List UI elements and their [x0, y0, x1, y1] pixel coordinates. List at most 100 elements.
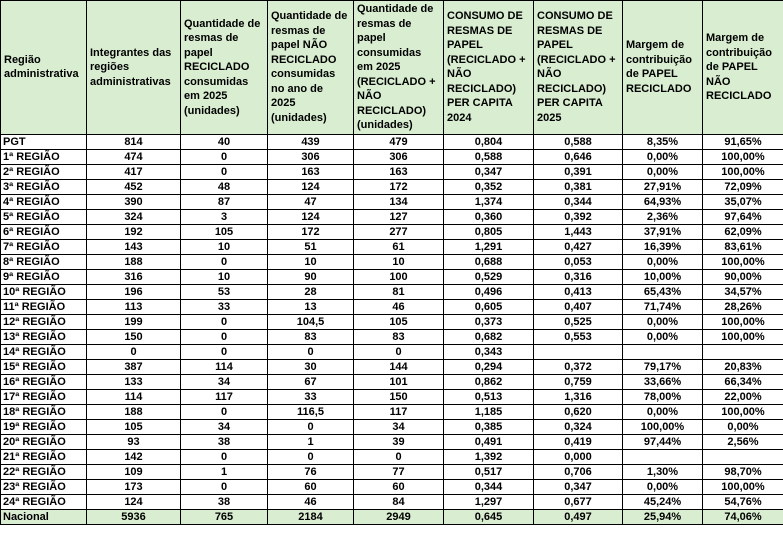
value-cell[interactable]: 0,00% [622, 313, 703, 330]
value-cell[interactable]: 105 [180, 223, 268, 240]
value-cell[interactable]: 0,645 [443, 508, 534, 525]
value-cell[interactable]: 0,324 [533, 418, 623, 435]
value-cell[interactable]: 814 [86, 133, 181, 150]
value-cell[interactable]: 0,391 [533, 163, 623, 180]
value-cell[interactable]: 3 [180, 208, 268, 225]
region-name-cell[interactable]: 2ª REGIÃO [0, 163, 87, 180]
value-cell[interactable]: 163 [267, 163, 354, 180]
value-cell[interactable]: 83,61% [702, 238, 783, 255]
value-cell[interactable]: 192 [86, 223, 181, 240]
value-cell[interactable]: 13 [267, 298, 354, 315]
value-cell[interactable]: 61 [353, 238, 444, 255]
value-cell[interactable]: 60 [353, 478, 444, 495]
value-cell[interactable]: 79,17% [622, 358, 703, 375]
value-cell[interactable]: 39 [353, 433, 444, 450]
value-cell[interactable]: 1 [267, 433, 354, 450]
value-cell[interactable]: 105 [86, 418, 181, 435]
value-cell[interactable]: 114 [86, 388, 181, 405]
value-cell[interactable]: 0,513 [443, 388, 534, 405]
value-cell[interactable]: 65,43% [622, 283, 703, 300]
value-cell[interactable]: 97,64% [702, 208, 783, 225]
value-cell[interactable]: 10,00% [622, 268, 703, 285]
value-cell[interactable]: 0,00% [702, 418, 783, 435]
region-name-cell[interactable]: 10ª REGIÃO [0, 283, 87, 300]
value-cell[interactable]: 37,91% [622, 223, 703, 240]
value-cell[interactable]: 0,352 [443, 178, 534, 195]
region-name-cell[interactable]: 5ª REGIÃO [0, 208, 87, 225]
value-cell[interactable]: 0 [353, 343, 444, 360]
value-cell[interactable]: 109 [86, 463, 181, 480]
value-cell[interactable]: 0,385 [443, 418, 534, 435]
column-header-cell[interactable]: Quantidade de resmas de papel NÃO RECICL… [267, 0, 354, 135]
value-cell[interactable]: 30 [267, 358, 354, 375]
value-cell[interactable]: 81 [353, 283, 444, 300]
value-cell[interactable]: 104,5 [267, 313, 354, 330]
column-header-cell[interactable]: Integrantes das regiões administrativas [86, 0, 181, 135]
value-cell[interactable]: 84 [353, 493, 444, 510]
value-cell[interactable]: 1,30% [622, 463, 703, 480]
value-cell[interactable]: 0,805 [443, 223, 534, 240]
value-cell[interactable]: 199 [86, 313, 181, 330]
region-name-cell[interactable]: Nacional [0, 508, 87, 525]
value-cell[interactable]: 0,373 [443, 313, 534, 330]
value-cell[interactable]: 0,392 [533, 208, 623, 225]
value-cell[interactable]: 71,74% [622, 298, 703, 315]
value-cell[interactable]: 40 [180, 133, 268, 150]
value-cell[interactable]: 306 [267, 148, 354, 165]
value-cell[interactable]: 127 [353, 208, 444, 225]
value-cell[interactable]: 0,372 [533, 358, 623, 375]
value-cell[interactable]: 0,381 [533, 178, 623, 195]
value-cell[interactable]: 66,34% [702, 373, 783, 390]
value-cell[interactable]: 1,392 [443, 448, 534, 465]
region-name-cell[interactable]: 22ª REGIÃO [0, 463, 87, 480]
value-cell[interactable]: 100,00% [622, 418, 703, 435]
value-cell[interactable]: 0 [180, 313, 268, 330]
value-cell[interactable]: 1,185 [443, 403, 534, 420]
value-cell[interactable]: 2949 [353, 508, 444, 525]
value-cell[interactable]: 1,374 [443, 193, 534, 210]
value-cell[interactable]: 100,00% [702, 163, 783, 180]
value-cell[interactable] [702, 343, 783, 360]
value-cell[interactable]: 0,517 [443, 463, 534, 480]
value-cell[interactable]: 0 [267, 343, 354, 360]
value-cell[interactable]: 0,407 [533, 298, 623, 315]
value-cell[interactable]: 1,291 [443, 238, 534, 255]
value-cell[interactable]: 10 [267, 253, 354, 270]
value-cell[interactable]: 0,00% [622, 163, 703, 180]
value-cell[interactable]: 417 [86, 163, 181, 180]
value-cell[interactable]: 124 [267, 178, 354, 195]
value-cell[interactable]: 0,529 [443, 268, 534, 285]
value-cell[interactable]: 2,36% [622, 208, 703, 225]
region-name-cell[interactable]: 20ª REGIÃO [0, 433, 87, 450]
value-cell[interactable]: 1 [180, 463, 268, 480]
value-cell[interactable]: 117 [353, 403, 444, 420]
value-cell[interactable]: 188 [86, 403, 181, 420]
value-cell[interactable]: 25,94% [622, 508, 703, 525]
value-cell[interactable]: 33 [267, 388, 354, 405]
value-cell[interactable]: 51 [267, 238, 354, 255]
value-cell[interactable]: 93 [86, 433, 181, 450]
region-name-cell[interactable]: 13ª REGIÃO [0, 328, 87, 345]
value-cell[interactable]: 0,491 [443, 433, 534, 450]
value-cell[interactable]: 1,443 [533, 223, 623, 240]
value-cell[interactable]: 0,682 [443, 328, 534, 345]
value-cell[interactable]: 133 [86, 373, 181, 390]
column-header-cell[interactable]: CONSUMO DE RESMAS DE PAPEL (RECICLADO + … [443, 0, 534, 135]
value-cell[interactable]: 0 [86, 343, 181, 360]
region-name-cell[interactable]: 9ª REGIÃO [0, 268, 87, 285]
value-cell[interactable]: 124 [86, 493, 181, 510]
value-cell[interactable]: 196 [86, 283, 181, 300]
value-cell[interactable]: 0,759 [533, 373, 623, 390]
value-cell[interactable]: 134 [353, 193, 444, 210]
value-cell[interactable]: 387 [86, 358, 181, 375]
value-cell[interactable] [533, 343, 623, 360]
value-cell[interactable]: 72,09% [702, 178, 783, 195]
value-cell[interactable]: 48 [180, 178, 268, 195]
value-cell[interactable]: 34 [180, 373, 268, 390]
value-cell[interactable]: 28,26% [702, 298, 783, 315]
value-cell[interactable]: 474 [86, 148, 181, 165]
value-cell[interactable]: 54,76% [702, 493, 783, 510]
value-cell[interactable]: 0,00% [622, 253, 703, 270]
value-cell[interactable]: 150 [86, 328, 181, 345]
value-cell[interactable]: 83 [353, 328, 444, 345]
